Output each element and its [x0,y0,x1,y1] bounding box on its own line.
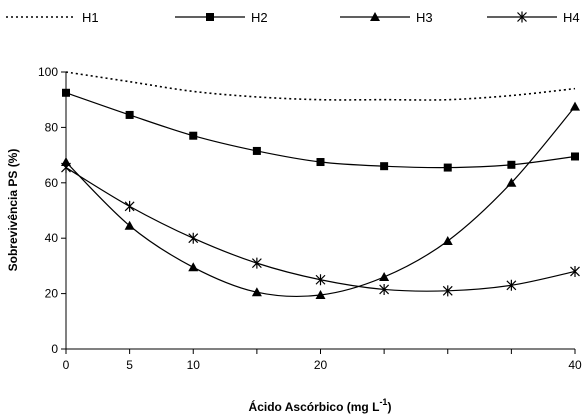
data-point-h3 [124,220,135,230]
legend-marker-h2 [206,13,214,21]
axes [65,72,575,350]
x-axis-title-superscript: -1 [379,397,387,407]
legend-label-h4: H4 [563,10,580,25]
series-line-h4 [65,167,576,292]
series-line-h1 [65,71,576,101]
data-point-h2 [507,160,516,169]
data-point-h2 [252,146,261,155]
data-point-h2 [189,131,198,140]
data-point-h3 [315,289,326,299]
data-point-h4 [61,162,71,174]
y-tick-label: 100 [38,65,58,79]
series-group [61,71,580,299]
x-axis-title-close: ) [387,400,391,414]
legend-item-h2: H2 [175,10,268,25]
x-ticks: 0 5 10 20 40 [63,349,582,372]
data-point-h3 [570,101,580,111]
x-tick-label: 5 [126,358,133,372]
series-line-h2 [65,92,576,169]
legend-marker-h4 [517,11,527,23]
data-point-h4 [124,200,135,212]
data-point-h2 [571,152,579,161]
data-point-h4 [315,274,326,286]
legend-item-h1: H1 [6,10,99,25]
data-point-h3 [61,157,71,167]
data-point-h2 [380,162,389,171]
legend-marker-h3 [370,12,380,21]
y-tick-label: 0 [51,342,58,356]
data-point-h2 [443,163,452,172]
legend-label-h2: H2 [251,10,268,25]
legend-label-h3: H3 [416,10,433,25]
y-axis-title: Sobrevivência PS (%) [6,149,20,272]
data-point-h2 [62,88,70,97]
data-point-h4 [188,232,199,244]
data-point-h4 [251,257,262,269]
data-point-h4 [570,265,580,277]
x-axis-title: Ácido Ascórbico (mg L-1) [249,397,392,414]
legend-item-h3: H3 [340,10,433,25]
x-tick-label: 20 [314,358,328,372]
data-point-h3 [251,287,262,297]
data-point-h3 [506,177,517,187]
data-point-h3 [188,262,199,272]
y-tick-label: 40 [45,231,59,245]
series-h2 [62,88,579,172]
data-point-h4 [442,285,453,297]
y-ticks: 0 20 40 60 80 100 [38,65,66,356]
legend-label-h1: H1 [82,10,99,25]
data-point-h4 [379,283,390,295]
series-h3 [61,101,580,299]
y-tick-label: 80 [45,120,59,134]
y-tick-label: 60 [45,176,59,190]
series-line-h3 [65,106,576,298]
data-point-h4 [506,279,517,291]
data-point-h2 [125,110,134,119]
x-tick-label: 0 [63,358,70,372]
legend: H1 H2 H3 H4 [6,10,580,25]
legend-item-h4: H4 [487,10,580,25]
x-axis-title-main: Ácido Ascórbico (mg L [249,399,380,414]
series-h1 [65,71,576,101]
x-tick-label: 40 [568,358,582,372]
data-point-h3 [379,271,390,281]
series-h4 [61,162,580,297]
data-point-h2 [316,158,325,167]
x-tick-label: 10 [187,358,201,372]
data-point-h3 [442,235,453,245]
y-tick-label: 20 [45,287,59,301]
